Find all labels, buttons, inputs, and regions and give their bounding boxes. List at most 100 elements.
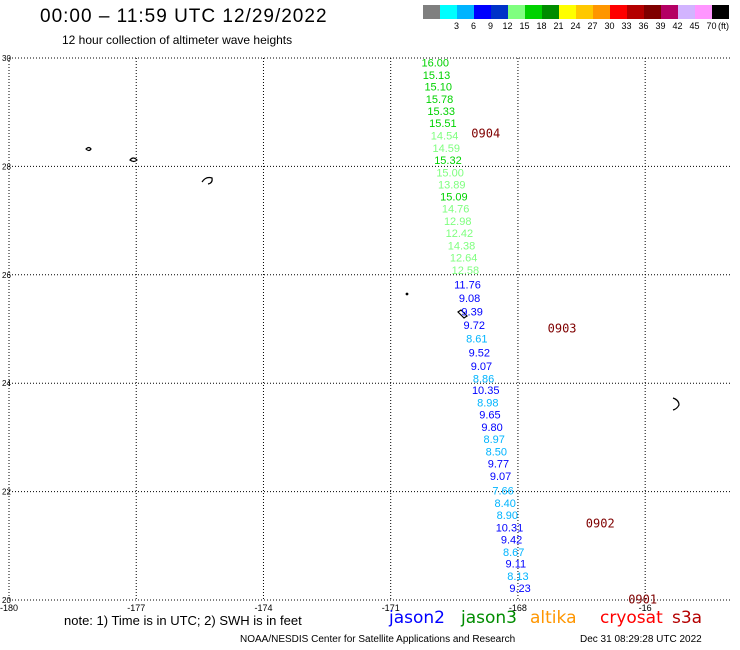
y-tick-label: 24 <box>2 379 11 388</box>
swh-value-jason2: 8.86 <box>473 373 494 385</box>
swh-value-jason2: 9.23 <box>509 583 530 595</box>
x-tick-label: -180 <box>0 603 18 613</box>
swh-value-jason2: 8.67 <box>503 547 524 559</box>
colorbar-label: 70 <box>706 21 717 31</box>
swh-value-jason2: 10.35 <box>472 385 500 397</box>
pass-time-label: 0903 <box>548 322 577 336</box>
swh-value-jason3: 15.13 <box>423 70 451 82</box>
y-tick-label: 22 <box>2 488 11 497</box>
swh-value-jason2: 11.76 <box>454 280 481 292</box>
colorbar-swatch <box>423 5 440 19</box>
timestamp-text: Dec 31 08:29:28 UTC 2022 <box>580 634 702 645</box>
swh-value-jason3: 14.54 <box>431 130 459 142</box>
colorbar-label: 24 <box>570 21 581 31</box>
swh-value-jason3: 13.89 <box>438 179 466 191</box>
swh-value-jason2: 8.61 <box>466 334 487 346</box>
colorbar-swatch <box>440 5 457 19</box>
colorbar-label: 15 <box>519 21 530 31</box>
colorbar-unit: (ft) <box>718 21 729 31</box>
satellite-legend-altika: altika <box>530 608 577 628</box>
swh-value-jason3: 15.51 <box>429 118 457 130</box>
swh-value-jason2: 9.39 <box>461 307 482 319</box>
colorbar-swatch <box>576 5 593 19</box>
colorbar-swatch <box>695 5 712 19</box>
island-shape <box>405 292 409 296</box>
pass-time-label: 0901 <box>628 593 657 607</box>
swh-value-jason2: 9.52 <box>469 347 490 359</box>
y-tick-label: 30 <box>2 54 11 63</box>
colorbar-swatch <box>525 5 542 19</box>
satellite-legend-jason2: jason2 <box>389 608 445 628</box>
swh-value-jason3: 16.00 <box>421 57 449 69</box>
colorbar-label: 30 <box>604 21 615 31</box>
swh-points: 16.0015.1315.1015.7815.3315.5114.5414.59… <box>421 57 530 595</box>
swh-value-jason2: 9.08 <box>459 293 480 305</box>
swh-value-jason2: 8.50 <box>486 446 507 458</box>
swh-value-jason3: 15.32 <box>434 155 462 167</box>
x-tick-label: -177 <box>127 603 145 613</box>
colorbar-label: 45 <box>689 21 700 31</box>
x-tick-label: -16 <box>639 603 652 613</box>
swh-value-jason2: 8.97 <box>483 434 504 446</box>
colorbar-swatch <box>474 5 491 19</box>
swh-value-jason2: 9.11 <box>506 559 527 571</box>
colorbar-swatch <box>559 5 576 19</box>
pass-time-label: 0904 <box>471 126 500 140</box>
swh-value-jason2: 9.07 <box>490 471 511 483</box>
colorbar-swatch <box>644 5 661 19</box>
islands <box>85 146 680 411</box>
colorbar-label: 42 <box>672 21 683 31</box>
swh-value-jason2: 9.72 <box>464 320 485 332</box>
colorbar-label: 12 <box>502 21 513 31</box>
swh-value-jason3: 12.58 <box>452 265 480 277</box>
y-tick-label: 28 <box>2 162 11 171</box>
swh-value-jason2: 8.98 <box>477 398 498 410</box>
colorbar-swatch <box>678 5 695 19</box>
swh-value-jason2: 8.13 <box>507 571 528 583</box>
swh-value-jason3: 15.33 <box>427 106 455 118</box>
swh-value-jason2: 9.65 <box>479 410 500 422</box>
satellite-legend-cryosat: cryosat <box>600 608 663 628</box>
island-shape <box>85 146 92 152</box>
swh-value-jason2: 7.66 <box>492 486 513 498</box>
swh-value-jason3: 12.64 <box>450 252 478 264</box>
swh-value-jason3: 12.42 <box>446 228 474 240</box>
swh-value-jason3: 15.78 <box>426 94 454 106</box>
time-labels: 0904 0903 0902 0901 <box>471 126 657 606</box>
island-shape <box>457 309 468 319</box>
colorbar-swatch <box>542 5 559 19</box>
island-shape <box>672 397 680 411</box>
swh-value-jason3: 14.59 <box>432 143 460 155</box>
colorbar-swatch <box>508 5 525 19</box>
colorbar-swatch <box>712 5 729 19</box>
colorbar-label: 36 <box>638 21 649 31</box>
y-tick-label: 20 <box>2 596 11 605</box>
y-tick-label: 26 <box>2 271 11 280</box>
credit-text: NOAA/NESDIS Center for Satellite Applica… <box>240 634 516 645</box>
swh-value-jason2: 10.31 <box>496 522 524 534</box>
swh-value-jason2: 8.90 <box>497 510 518 522</box>
colorbar-swatch <box>491 5 508 19</box>
colorbar-label: 33 <box>621 21 632 31</box>
colorbar-swatch <box>457 5 474 19</box>
swh-value-jason3: 15.10 <box>424 82 452 94</box>
x-tick-label: -168 <box>509 603 527 613</box>
island-shape <box>201 176 213 185</box>
swh-value-jason2: 8.40 <box>495 498 516 510</box>
colorbar-swatch <box>610 5 627 19</box>
colorbar-label: 27 <box>587 21 598 31</box>
colorbar-label: 21 <box>553 21 564 31</box>
colorbar-label: 9 <box>487 21 493 31</box>
axis-ticks: -180 -177 -174 -171 -168 -16 30 28 26 24 22 20 <box>0 54 652 613</box>
map-subtitle: 12 hour collection of altimeter wave hei… <box>62 33 293 47</box>
colorbar-label: 39 <box>655 21 666 31</box>
units-note: note: 1) Time is in UTC; 2) SWH is in fe… <box>64 613 302 628</box>
colorbar-swatch <box>661 5 678 19</box>
swh-value-jason3: 12.98 <box>444 216 472 228</box>
colorbar-swatch <box>627 5 644 19</box>
colorbar-label: 3 <box>453 21 459 31</box>
swh-value-jason2: 9.77 <box>488 458 509 470</box>
satellite-legend-s3a: s3a <box>672 608 703 628</box>
satellite-legend-jason3: jason3 <box>461 608 517 628</box>
